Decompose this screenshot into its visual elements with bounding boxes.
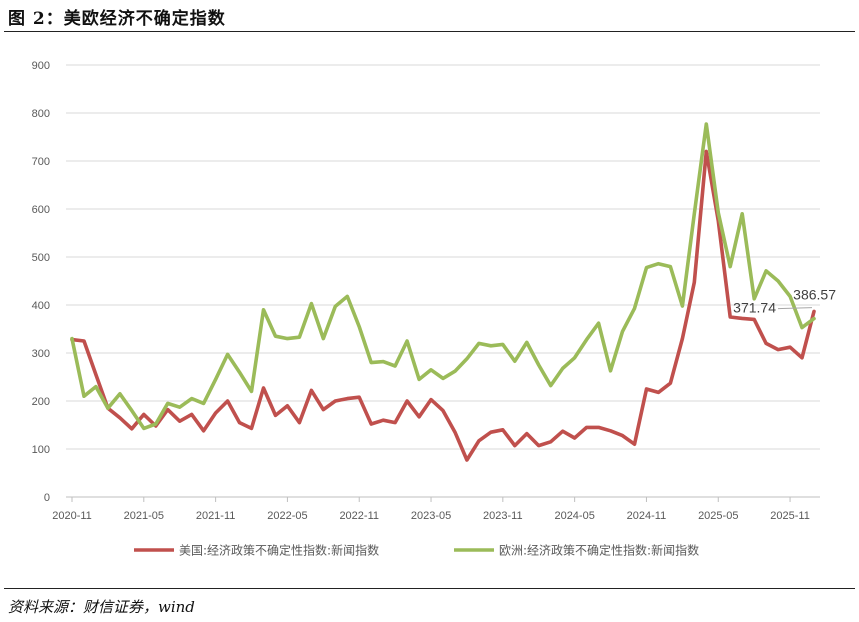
top-rule — [4, 31, 855, 32]
last-value-label-us: 386.57 — [793, 286, 836, 302]
x-axis: 2020-11 2021-05 2021-11 2022-05 2022-11 2023-… — [52, 496, 820, 522]
x-tick-label: 2022-05 — [267, 510, 307, 522]
last-value-label-europe: 371.74 — [733, 300, 776, 316]
bottom-rule — [4, 588, 855, 589]
legend-label-us: 美国:经济政策不确定性指数:新闻指数 — [179, 543, 379, 558]
series-lines — [70, 122, 816, 462]
y-tick-label: 600 — [32, 204, 50, 216]
x-tick-label: 2021-11 — [196, 510, 236, 522]
x-tick-label: 2021-05 — [124, 510, 164, 522]
callout-leader — [777, 307, 813, 310]
x-tick-label: 2024-05 — [554, 510, 594, 522]
y-tick-label: 800 — [32, 108, 50, 120]
y-tick-label: 200 — [32, 396, 50, 408]
y-axis-ticks: 0 100 200 300 400 500 600 700 800 900 — [32, 60, 50, 504]
data-callouts: 386.57 371.74 — [733, 286, 836, 315]
gridlines — [66, 64, 820, 450]
x-tick-label: 2025-11 — [770, 510, 810, 522]
x-tick-label: 2023-11 — [483, 510, 523, 522]
figure-title: 图 2：美欧经济不确定指数 — [8, 9, 226, 29]
y-tick-label: 900 — [32, 60, 50, 72]
x-tick-label: 2023-05 — [411, 510, 451, 522]
y-tick-label: 100 — [32, 444, 50, 456]
y-tick-label: 400 — [32, 300, 50, 312]
x-tick-label: 2025-05 — [698, 510, 738, 522]
legend: 美国:经济政策不确定性指数:新闻指数 欧洲:经济政策不确定性指数:新闻指数 — [134, 543, 699, 558]
x-tick-label: 2022-11 — [339, 510, 379, 522]
y-tick-label: 700 — [32, 156, 50, 168]
x-tick-label: 2020-11 — [52, 510, 92, 522]
series-line-europe — [70, 122, 816, 431]
legend-label-europe: 欧洲:经济政策不确定性指数:新闻指数 — [499, 543, 699, 558]
y-tick-label: 500 — [32, 252, 50, 264]
y-tick-label: 0 — [44, 492, 50, 504]
line-chart: 0 100 200 300 400 500 600 700 800 900 2020-11 2021… — [32, 60, 837, 558]
series-line-us — [70, 149, 816, 462]
x-tick-label: 2024-11 — [627, 510, 667, 522]
source-note: 资料来源：财信证券，wind — [8, 598, 195, 616]
y-tick-label: 300 — [32, 348, 50, 360]
